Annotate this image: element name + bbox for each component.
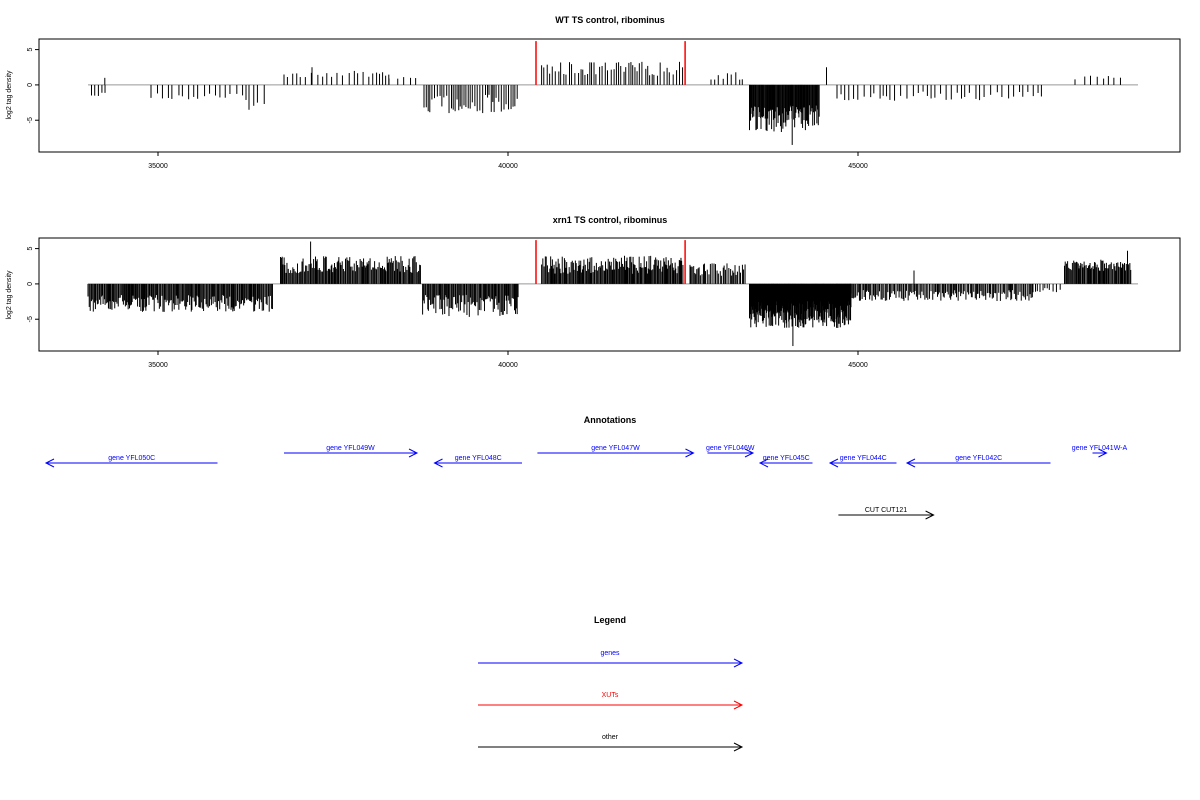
feature-gene-yfl044c: gene YFL044C <box>828 455 897 468</box>
feature-label: gene YFL049W <box>326 445 375 452</box>
legend-arrowhead <box>733 700 744 710</box>
feature-label: gene YFL041W-A <box>1072 445 1128 452</box>
feature-arrowhead <box>433 458 443 468</box>
plot-frame <box>38 38 1181 153</box>
panel-title: xrn1 TS control, ribominus <box>553 215 668 225</box>
feature-label: gene YFL045C <box>763 455 810 462</box>
legend-item-xuts: XUTs <box>478 692 744 710</box>
x-tick-label: 35000 <box>148 362 168 369</box>
plot-frame <box>38 237 1181 352</box>
feature-arrowhead <box>1098 448 1108 458</box>
y-tick-label: -5 <box>27 117 34 123</box>
x-tick-label: 40000 <box>498 362 518 369</box>
feature-label: CUT CUT121 <box>865 507 907 514</box>
x-tick-label: 35000 <box>148 163 168 170</box>
x-tick-label: 40000 <box>498 163 518 170</box>
feature-arrowhead <box>408 448 419 458</box>
feature-gene-yfl045c: gene YFL045C <box>758 455 813 468</box>
feature-arrowhead <box>905 458 916 468</box>
y-tick-label: 5 <box>27 247 34 251</box>
legend-title: Legend <box>594 615 626 625</box>
feature-gene-yfl048c: gene YFL048C <box>433 455 522 468</box>
feature-arrows: gene YFL050C gene YFL049W gene YFL048C gene… <box>44 445 1128 520</box>
feature-label: gene YFL044C <box>840 455 887 462</box>
feature-gene-yfl041w-a: gene YFL041W-A <box>1072 445 1128 458</box>
legend-items: genes XUTs other <box>478 650 744 752</box>
y-tick-label: 5 <box>27 48 34 52</box>
feature-label: gene YFL046W <box>706 445 755 452</box>
x-tick-label: 45000 <box>848 362 868 369</box>
x-tick-label: 45000 <box>848 163 868 170</box>
feature-arrowhead <box>925 510 935 520</box>
axis-ticks: 35000 40000 45000 5 0 -5 <box>27 48 868 170</box>
axis-ticks: 35000 40000 45000 5 0 -5 <box>27 247 868 369</box>
wt-track-panel: WT TS control, ribominus log2 tag densit… <box>6 15 1181 170</box>
feature-arrowhead <box>685 448 695 458</box>
feature-label: gene YFL048C <box>455 455 502 462</box>
feature-label: gene YFL050C <box>108 455 155 462</box>
feature-gene-yfl042c: gene YFL042C <box>905 455 1051 468</box>
feature-gene-yfl046w: gene YFL046W <box>706 445 755 458</box>
legend-label: XUTs <box>602 692 619 699</box>
y-tick-label: 0 <box>27 282 34 286</box>
feature-gene-yfl050c: gene YFL050C <box>44 455 218 468</box>
legend-label: other <box>602 734 619 741</box>
density-bars <box>88 41 1138 145</box>
xrn1-track-panel: xrn1 TS control, ribominus log2 tag dens… <box>6 215 1181 369</box>
y-tick-label: 0 <box>27 83 34 87</box>
panel-title: WT TS control, ribominus <box>555 15 665 25</box>
y-tick-label: -5 <box>27 316 34 322</box>
legend-item-genes: genes <box>478 650 744 668</box>
feature-gene-yfl049w: gene YFL049W <box>284 445 419 458</box>
feature-arrowhead <box>744 448 755 458</box>
annotations-title: Annotations <box>584 415 637 425</box>
y-axis-label: log2 tag density <box>6 70 13 120</box>
y-axis-label: log2 tag density <box>6 270 13 320</box>
legend-arrowhead <box>733 742 744 752</box>
feature-label: gene YFL042C <box>955 455 1002 462</box>
legend-arrowhead <box>733 658 744 668</box>
feature-arrowhead <box>44 458 55 468</box>
feature-gene-yfl047w: gene YFL047W <box>537 445 695 458</box>
feature-arrowhead <box>828 458 839 468</box>
legend-item-other: other <box>478 734 744 752</box>
feature-arrowhead <box>758 458 769 468</box>
legend-panel: Legend genes XUTs other <box>478 615 744 752</box>
feature-cut-cut121: CUT CUT121 <box>838 507 935 520</box>
feature-label: gene YFL047W <box>591 445 640 452</box>
legend-label: genes <box>600 650 620 657</box>
density-bars <box>87 240 1138 347</box>
